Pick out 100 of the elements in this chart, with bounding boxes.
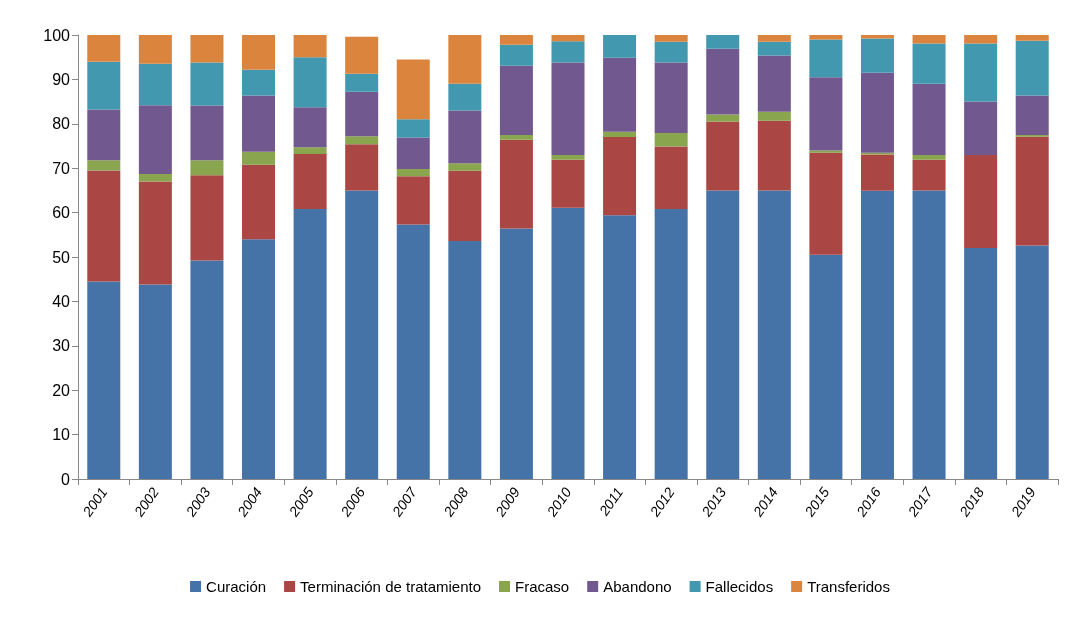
y-tick-label: 100 (43, 26, 71, 44)
legend-label: Transferidos (807, 578, 890, 595)
bar (87, 109, 121, 161)
bar (242, 35, 276, 70)
bar (448, 35, 482, 84)
bar (603, 35, 637, 58)
bar (293, 209, 327, 479)
bar (809, 35, 843, 40)
bar (603, 137, 637, 216)
bar (1015, 40, 1049, 96)
bar (87, 170, 121, 282)
bar (190, 105, 224, 161)
bar (757, 55, 791, 112)
bar (242, 95, 276, 152)
bar (396, 176, 430, 225)
bar (551, 35, 585, 42)
bar (396, 59, 430, 120)
y-tick-label: 70 (52, 159, 71, 177)
bar (860, 154, 894, 191)
y-tick-label: 0 (61, 470, 71, 488)
bar (87, 281, 121, 479)
bar (448, 241, 482, 479)
bar (345, 36, 379, 74)
bar (706, 190, 740, 479)
bar (809, 254, 843, 479)
bar (138, 63, 172, 106)
legend-label: Curación (206, 578, 267, 595)
legend-label: Terminación de tratamiento (300, 578, 482, 595)
bar (809, 77, 843, 151)
bar (706, 48, 740, 115)
y-tick-label: 90 (52, 70, 71, 88)
y-tick-label: 30 (52, 337, 71, 355)
bar (499, 139, 533, 229)
bar (809, 39, 843, 78)
bar (912, 190, 946, 479)
bar (138, 105, 172, 174)
bar (1015, 95, 1049, 135)
bar (293, 153, 327, 210)
legend-label: Abandono (603, 578, 672, 595)
bar (499, 44, 533, 66)
bar (242, 239, 276, 479)
bar (603, 215, 637, 479)
bar (242, 164, 276, 240)
bar (809, 152, 843, 255)
bar (809, 150, 843, 153)
bar (964, 43, 998, 102)
legend-label: Fracaso (515, 578, 570, 595)
bar (242, 69, 276, 96)
y-tick-label: 20 (52, 381, 71, 399)
bar (551, 62, 585, 155)
bar (293, 107, 327, 148)
bar (654, 146, 688, 210)
bar (912, 35, 946, 44)
bar (345, 73, 379, 92)
bar (860, 190, 894, 479)
bar (138, 284, 172, 479)
bar (448, 163, 482, 171)
bar (448, 170, 482, 242)
bar (190, 35, 224, 63)
bar (551, 207, 585, 479)
bar (345, 190, 379, 479)
bar (706, 35, 740, 49)
bar (190, 160, 224, 176)
bar (1015, 136, 1049, 246)
bar (396, 169, 430, 177)
bar (396, 137, 430, 170)
bar (499, 65, 533, 135)
bar (448, 110, 482, 164)
bar (964, 101, 998, 155)
y-tick-label: 40 (52, 292, 71, 310)
bar (396, 119, 430, 138)
bar (757, 120, 791, 191)
bar (499, 228, 533, 479)
bar (190, 62, 224, 106)
bar (603, 57, 637, 132)
bar (654, 62, 688, 134)
bar (138, 35, 172, 64)
bar (448, 83, 482, 111)
bar (654, 41, 688, 63)
bar (551, 159, 585, 208)
bar (1015, 35, 1049, 41)
bar (757, 111, 791, 121)
bar (190, 175, 224, 261)
bar (345, 91, 379, 137)
bar (293, 57, 327, 108)
bar (654, 35, 688, 42)
bar (860, 38, 894, 73)
bar (87, 61, 121, 110)
bar (603, 131, 637, 138)
bar (345, 144, 379, 191)
bar (1015, 245, 1049, 479)
bar (964, 154, 998, 249)
bar (551, 41, 585, 63)
bar (242, 151, 276, 165)
bar (654, 133, 688, 147)
bar (551, 154, 585, 160)
bar (912, 43, 946, 84)
bar (138, 173, 172, 182)
bar (499, 35, 533, 45)
bar (757, 190, 791, 479)
